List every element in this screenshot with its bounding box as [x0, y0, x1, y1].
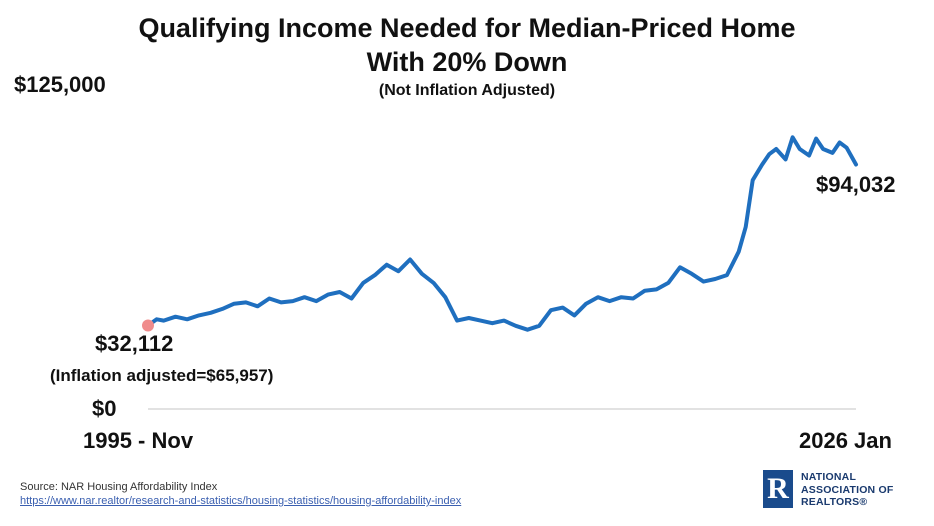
- end-value-label: $94,032: [816, 172, 896, 197]
- source-text: Source: NAR Housing Affordability Index: [20, 481, 218, 493]
- x-tick-label-start: 1995 - Nov: [83, 428, 194, 453]
- chart-title: Qualifying Income Needed for Median-Pric…: [138, 13, 796, 43]
- logo-text: NATIONAL ASSOCIATION OF REALTORS®: [801, 471, 893, 509]
- series-line-qualifying-income: [146, 135, 858, 332]
- inflation-adjusted-note: (Inflation adjusted=$65,957): [50, 366, 274, 385]
- nar-logo: R NATIONAL ASSOCIATION OF REALTORS®: [763, 470, 923, 510]
- logo-line-3: REALTORS®: [801, 496, 868, 508]
- realtor-r-icon: R: [763, 470, 793, 508]
- x-tick-label-end: 2026 Jan: [799, 428, 892, 453]
- chart-subtitle: (Not Inflation Adjusted): [378, 82, 556, 99]
- logo-line-2: ASSOCIATION OF: [801, 483, 894, 496]
- source-note: Source: NAR Housing Affordability Index …: [20, 480, 461, 508]
- y-tick-label-min: $0: [92, 396, 117, 421]
- source-link[interactable]: https://www.nar.realtor/research-and-sta…: [20, 495, 462, 507]
- chart-title-line2: With 20% Down: [366, 47, 568, 77]
- start-value-label: $32,112: [95, 331, 174, 356]
- y-tick-label-max: $125,000: [14, 72, 106, 97]
- start-point-marker: [142, 319, 154, 332]
- logo-line-1: NATIONAL: [801, 471, 857, 483]
